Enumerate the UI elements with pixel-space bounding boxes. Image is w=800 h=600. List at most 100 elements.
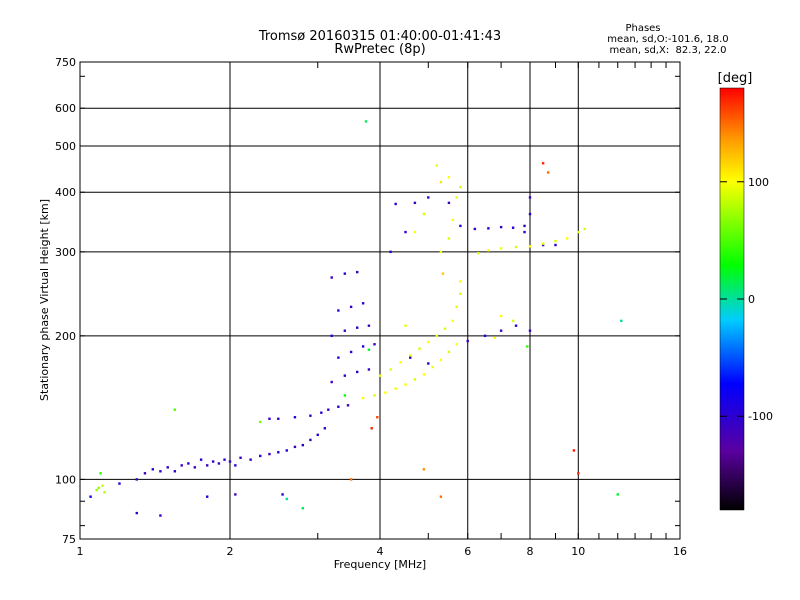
data-point (205, 495, 209, 498)
data-point (523, 230, 526, 234)
y-tick-label: 100 (55, 473, 76, 486)
chart-title: Tromsø 20160315 01:40:00-01:41:43 (258, 29, 501, 44)
data-point (572, 449, 576, 452)
y-axis-ticks: 75 100 200 300 400 500 600 750 (55, 56, 680, 546)
data-point (422, 212, 426, 216)
data-point (447, 350, 451, 354)
x-tick-label: 4 (377, 545, 384, 558)
chart-subtitle: RwPretec (8p) (334, 42, 425, 57)
data-point (309, 438, 312, 442)
data-point (249, 458, 252, 461)
data-point (404, 324, 407, 327)
y-tick-label: 400 (55, 186, 76, 199)
data-point (199, 458, 203, 461)
data-point (103, 491, 106, 494)
data-point (616, 493, 619, 496)
data-point (355, 326, 359, 329)
data-point (459, 292, 462, 295)
data-point (487, 227, 490, 230)
colorbar-ticks: 100 0 -100 (720, 176, 773, 423)
data-point (166, 466, 169, 469)
data-point (343, 329, 347, 332)
data-point (99, 472, 102, 475)
data-point (349, 350, 353, 354)
data-point (101, 484, 104, 487)
data-point (389, 250, 392, 254)
data-point (373, 343, 376, 346)
data-point (89, 495, 92, 498)
data-point (394, 387, 397, 390)
x-tick-label: 1 (77, 545, 84, 558)
data-point (514, 245, 518, 249)
grid (80, 62, 680, 539)
data-point (466, 339, 469, 343)
data-point (499, 314, 503, 318)
data-point (151, 468, 155, 471)
colorbar: [deg] 100 0 -100 (718, 71, 773, 511)
data-point (349, 478, 353, 481)
data-point (427, 196, 430, 199)
data-point (159, 514, 162, 517)
data-point (493, 336, 497, 340)
data-point (228, 460, 232, 463)
data-point (523, 224, 526, 228)
data-point (285, 497, 288, 501)
data-point (455, 343, 458, 346)
y-tick-label: 300 (55, 246, 76, 259)
y-tick-label: 75 (62, 533, 76, 546)
data-point (443, 327, 447, 330)
data-point (135, 478, 138, 481)
data-point (499, 329, 503, 332)
data-point (281, 493, 284, 496)
data-point (259, 454, 262, 458)
data-point (330, 276, 333, 279)
data-point (541, 243, 545, 247)
data-point (367, 348, 371, 351)
data-point (355, 270, 359, 274)
data-point (355, 370, 359, 374)
data-point (211, 460, 215, 463)
data-point (413, 201, 417, 205)
data-point (234, 493, 237, 496)
data-point (447, 237, 451, 240)
data-point (173, 470, 177, 473)
data-point (118, 482, 121, 485)
data-point (577, 230, 580, 234)
data-point (337, 405, 340, 408)
data-point (459, 280, 462, 283)
data-point (514, 324, 518, 327)
data-point (361, 302, 365, 305)
x-axis-label: Frequency [MHz] (334, 558, 426, 571)
data-point (277, 417, 280, 420)
data-point (361, 396, 365, 400)
data-point (268, 417, 271, 420)
data-point (413, 378, 417, 381)
data-point (384, 391, 387, 394)
data-point (135, 511, 138, 515)
data-point (528, 329, 532, 332)
data-point (277, 451, 280, 454)
x-tick-label: 2 (227, 545, 234, 558)
data-point (422, 468, 426, 471)
x-tick-label: 6 (464, 545, 471, 558)
data-point (143, 472, 147, 475)
data-point (447, 176, 451, 179)
data-point (427, 340, 430, 344)
colorbar-tick-label: -100 (748, 410, 773, 423)
scatter-points (89, 120, 623, 517)
data-point (234, 464, 237, 467)
data-point (316, 433, 319, 437)
data-point (526, 345, 529, 348)
data-point (459, 224, 462, 228)
data-point (95, 488, 98, 492)
data-point (337, 309, 340, 312)
data-point (418, 347, 421, 350)
data-point (301, 443, 305, 447)
data-point (293, 445, 297, 449)
data-point (159, 470, 162, 473)
data-point (451, 319, 455, 323)
x-tick-label: 10 (571, 545, 585, 558)
data-point (477, 252, 480, 255)
colorbar-tick-label: 0 (748, 293, 755, 306)
colorbar-tick-label: 100 (748, 176, 769, 189)
